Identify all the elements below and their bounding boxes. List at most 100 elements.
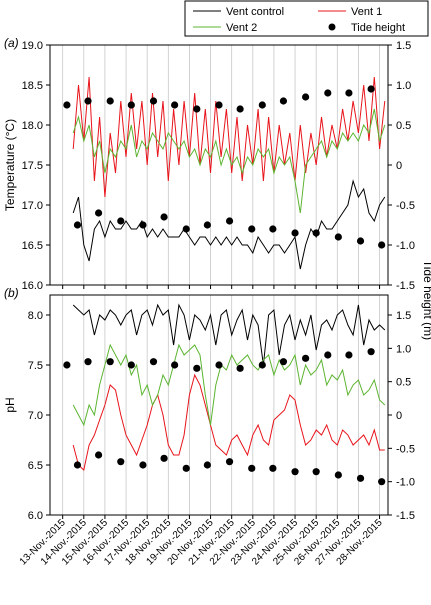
tide-point [106, 358, 114, 366]
tide-point [203, 461, 211, 469]
tide-point [171, 101, 179, 109]
tide-point [139, 461, 147, 469]
tide-point [345, 89, 353, 97]
tide-point [378, 478, 386, 486]
tide-point [291, 468, 299, 476]
tide-point [149, 97, 158, 105]
y2-tick-label: 1.0 [396, 80, 411, 92]
tide-point [302, 93, 310, 101]
series-line [72, 343, 386, 427]
tide-point [117, 217, 125, 225]
tide-point [160, 454, 168, 462]
tide-point [367, 85, 375, 93]
tide-point [312, 229, 320, 237]
y-tick-label: 8.0 [28, 310, 43, 322]
tide-point [73, 221, 82, 229]
tide-point [171, 361, 179, 369]
tide-point [117, 458, 125, 466]
tide-point [139, 221, 147, 229]
tide-point [225, 458, 234, 466]
tide-point [84, 97, 92, 105]
y2-tick-label: -0.5 [396, 443, 415, 455]
y2-axis-label: Tide height (m) [421, 260, 431, 340]
tide-point [269, 225, 277, 233]
tide-point [324, 89, 332, 97]
tide-point [334, 471, 342, 479]
tide-point [356, 237, 365, 245]
tide-point [84, 358, 92, 366]
tide-point [312, 468, 320, 476]
plot-frame [49, 294, 389, 516]
y-axis-label: Temperature (°C) [3, 119, 17, 211]
y-tick-label: 7.0 [28, 410, 43, 422]
tide-point [291, 229, 299, 237]
tide-point [193, 105, 201, 113]
tide-point [356, 474, 365, 482]
tide-point [279, 358, 288, 366]
y-tick-label: 7.5 [28, 360, 43, 372]
tide-point [345, 351, 353, 359]
legend-label: Vent control [226, 6, 284, 18]
tide-point [160, 213, 168, 221]
tide-point [248, 464, 256, 472]
y2-tick-label: 1.0 [396, 343, 411, 355]
y2-tick-label: -1.0 [396, 477, 415, 489]
y-tick-label: 19.0 [22, 40, 43, 52]
plot-frame [49, 44, 389, 286]
y-axis-label: pH [3, 397, 17, 412]
tide-point [269, 464, 277, 472]
tide-point [73, 461, 82, 469]
tide-point [127, 101, 135, 109]
tide-point [236, 364, 244, 372]
tide-point [63, 101, 71, 109]
tide-point [367, 348, 375, 356]
series-line [72, 303, 386, 366]
legend-box [184, 0, 429, 37]
tide-point [302, 354, 310, 362]
tide-point [236, 105, 244, 113]
y-tick-label: 16.5 [22, 240, 43, 252]
tide-point [248, 225, 256, 233]
legend-marker [328, 23, 336, 31]
tide-point [258, 101, 266, 109]
y-tick-label: 18.5 [22, 80, 43, 92]
y2-tick-label: 0.5 [396, 377, 411, 389]
y2-tick-label: 1.5 [396, 310, 411, 322]
y2-tick-label: -1.5 [396, 510, 415, 522]
tide-point [334, 233, 342, 241]
y2-tick-label: 1.5 [396, 40, 411, 52]
tide-point [127, 361, 135, 369]
legend-label: Tide height [351, 22, 405, 34]
series-line [72, 108, 386, 214]
y-tick-label: 18.0 [22, 120, 43, 132]
legend-label: Vent 1 [351, 6, 382, 18]
tide-point [225, 217, 234, 225]
tide-point [258, 361, 266, 369]
tide-point [203, 221, 211, 229]
y2-tick-label: 0.5 [396, 120, 411, 132]
legend-label: Vent 2 [226, 22, 257, 34]
y-tick-label: 6.5 [28, 460, 43, 472]
tide-point [193, 364, 201, 372]
y2-tick-label: 0 [396, 410, 402, 422]
tide-point [215, 101, 223, 109]
tide-point [63, 361, 71, 369]
tide-point [182, 464, 190, 472]
tide-point [106, 97, 114, 105]
tide-point [215, 361, 223, 369]
tide-point [182, 225, 190, 233]
series-line [72, 373, 385, 471]
y2-tick-label: -0.5 [396, 200, 415, 212]
tide-point [94, 451, 103, 459]
y-tick-label: 17.5 [22, 160, 43, 172]
y-tick-label: 6.0 [28, 510, 43, 522]
y2-tick-label: -1.5 [396, 280, 415, 292]
y2-tick-label: 0 [396, 160, 402, 172]
tide-point [94, 209, 103, 217]
tide-point [324, 351, 332, 359]
series-line [72, 179, 386, 270]
panel-label: (a) [4, 36, 19, 50]
y-tick-label: 16.0 [22, 280, 43, 292]
panel-label: (b) [4, 286, 19, 300]
